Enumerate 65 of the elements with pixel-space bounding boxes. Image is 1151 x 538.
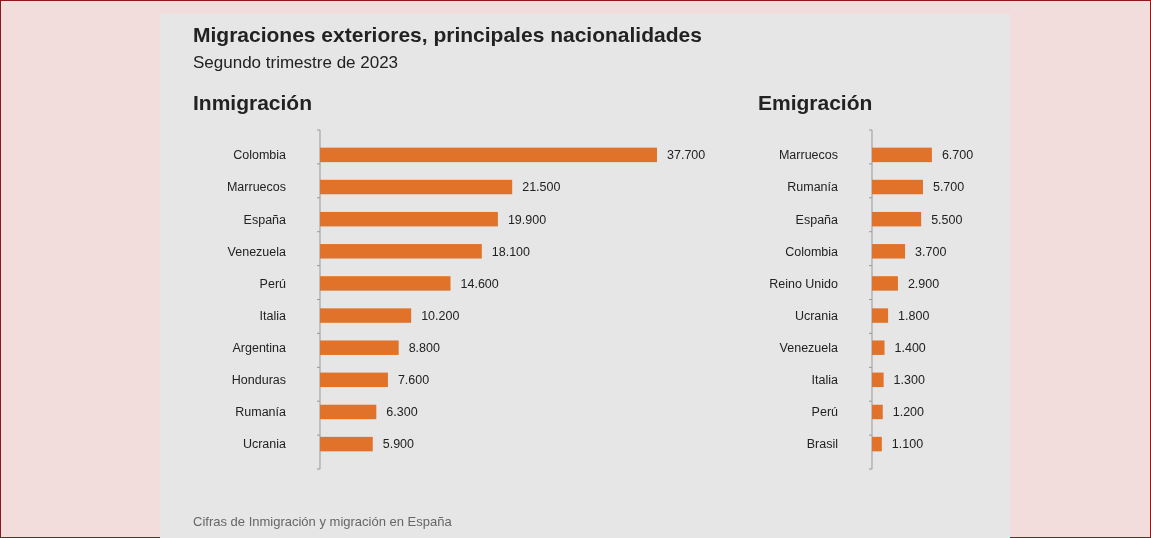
bar <box>320 211 498 227</box>
bar <box>320 404 377 420</box>
bar <box>872 372 884 388</box>
bar <box>320 147 657 163</box>
data-label: 5.500 <box>931 212 963 227</box>
bar <box>320 179 513 195</box>
y-tick-label: Perú <box>811 405 839 420</box>
y-tick-label: Venezuela <box>227 244 287 259</box>
y-tick-label: Colombia <box>233 148 287 163</box>
text: Segundo trimestre de 2023 <box>193 53 399 72</box>
y-tick-label: Argentina <box>232 341 287 356</box>
y-tick-label: Ucrania <box>242 437 287 452</box>
data-label: 1.400 <box>894 341 926 356</box>
chart-title: Inmigración <box>193 91 313 114</box>
data-label: 5.900 <box>382 437 415 452</box>
y-tick-label: Marruecos <box>778 148 838 163</box>
data-label: 1.800 <box>898 308 930 323</box>
bar <box>872 244 906 259</box>
data-label: 14.600 <box>460 276 499 291</box>
y-tick-label: Rumanía <box>235 405 287 420</box>
bar <box>320 244 482 259</box>
data-label: 10.200 <box>421 308 460 323</box>
bar <box>872 308 889 323</box>
data-label: 8.800 <box>408 341 440 356</box>
y-tick-label: Italia <box>811 373 839 388</box>
bar <box>872 436 882 452</box>
data-label: 6.700 <box>941 148 974 163</box>
bar <box>320 340 399 355</box>
data-label: 1.200 <box>892 405 925 420</box>
y-tick-label: Reino Unido <box>769 276 839 291</box>
data-label: 1.300 <box>893 373 925 388</box>
data-label: 5.700 <box>932 180 965 195</box>
data-label: 1.100 <box>891 437 924 452</box>
text: Migraciones exteriores, principales nacionalidades <box>193 23 702 46</box>
bar <box>872 276 898 291</box>
y-tick-label: Italia <box>259 308 287 323</box>
y-tick-label: España <box>243 212 287 227</box>
bar <box>320 436 373 452</box>
bar <box>872 179 923 195</box>
text: Cifras de Inmigración y migración en España <box>193 514 453 529</box>
bar <box>872 211 922 227</box>
y-tick-label: Honduras <box>231 373 286 388</box>
bar <box>872 404 883 420</box>
data-label: 19.900 <box>507 212 547 227</box>
y-tick-label: España <box>795 212 839 227</box>
y-tick-label: Perú <box>259 276 287 291</box>
y-tick-label: Ucrania <box>794 308 839 323</box>
data-label: 3.700 <box>915 244 947 259</box>
bar <box>320 372 388 388</box>
chart-title: Emigración <box>758 91 873 114</box>
bar <box>320 308 412 323</box>
y-tick-label: Venezuela <box>779 341 839 356</box>
data-label: 7.600 <box>397 373 430 388</box>
y-tick-label: Rumanía <box>787 180 839 195</box>
bar <box>872 340 885 355</box>
y-tick-label: Brasil <box>806 437 838 452</box>
data-label: 21.500 <box>522 180 561 195</box>
data-label: 2.900 <box>907 276 940 291</box>
data-label: 18.100 <box>491 244 531 259</box>
bar <box>872 147 932 163</box>
y-tick-label: Marruecos <box>226 180 286 195</box>
data-label: 6.300 <box>386 405 418 420</box>
y-tick-label: Colombia <box>785 244 839 259</box>
data-label: 37.700 <box>667 148 706 163</box>
bar <box>320 276 451 291</box>
